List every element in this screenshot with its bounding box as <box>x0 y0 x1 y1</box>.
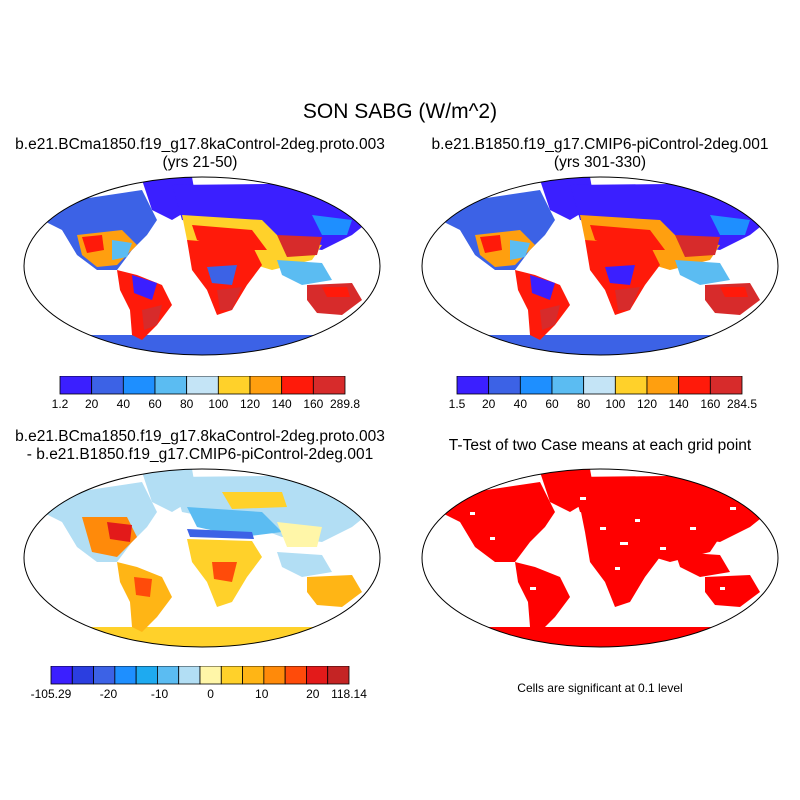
colorbar-swatch <box>456 376 490 395</box>
map-ttest-nonsignificant-cells <box>470 497 736 590</box>
colorbar-swatch <box>709 376 743 395</box>
colorbar-difference: -105.29 -20 -10 0 10 20 118.14 <box>31 666 367 701</box>
colorbar-swatch <box>242 666 265 685</box>
colorbar-tick-label: -10 <box>151 687 169 701</box>
colorbar-tick-label: 20 <box>306 687 320 701</box>
colorbar-swatch <box>178 666 201 685</box>
colorbar-tick-label: 100 <box>208 397 228 411</box>
colorbar-tick-label: 289.8 <box>330 397 360 411</box>
colorbar-tick-label: 140 <box>272 397 292 411</box>
map-case1 <box>23 176 381 356</box>
colorbar-tick-label: 1.5 <box>449 397 466 411</box>
colorbar-tick-label: 160 <box>303 397 323 411</box>
colorbar-swatch <box>50 666 73 685</box>
colorbar-swatch <box>614 376 648 395</box>
panel-title-difference: b.e21.BCma1850.f19_g17.8kaControl-2deg.p… <box>0 428 400 464</box>
colorbar-tick-label: 40 <box>117 397 131 411</box>
colorbar-swatch <box>135 666 158 685</box>
colorbar-swatch <box>186 376 219 395</box>
colorbar-swatch <box>281 376 314 395</box>
colorbar-swatch <box>646 376 680 395</box>
colorbar-swatch <box>157 666 180 685</box>
colorbar-tick-label: 40 <box>514 397 528 411</box>
colorbar-swatch <box>91 376 124 395</box>
colorbar-tick-label: 20 <box>85 397 99 411</box>
colorbar-swatch <box>327 666 350 685</box>
colorbar-case1: 1.2 20 40 60 80 100 120 140 160 289.8 <box>52 376 360 411</box>
colorbar-tick-label: 160 <box>700 397 720 411</box>
colorbar-swatch <box>217 376 251 395</box>
colorbar-tick-label: 120 <box>637 397 657 411</box>
colorbar-tick-label: 60 <box>148 397 162 411</box>
colorbar-swatch <box>93 666 116 685</box>
colorbar-swatch <box>312 376 346 395</box>
map-case1-border <box>23 176 381 356</box>
colorbar-tick-label: 118.14 <box>331 687 367 701</box>
colorbar-tick-label: 1.2 <box>52 397 69 411</box>
colorbar-tick-label: 0 <box>207 687 214 701</box>
colorbar-tick-label: 100 <box>605 397 625 411</box>
colorbar-swatch <box>122 376 156 395</box>
colorbar-swatch <box>488 376 521 395</box>
map-difference <box>23 468 381 648</box>
colorbar-swatch <box>249 376 283 395</box>
colorbar-swatch <box>154 376 188 395</box>
map-ttest <box>421 468 779 648</box>
colorbar-tick-label: 60 <box>545 397 559 411</box>
main-title: SON SABG (W/m^2) <box>302 100 498 123</box>
colorbar-tick-label: 284.5 <box>727 397 757 411</box>
panel-title-ttest: T-Test of two Case means at each grid po… <box>400 437 800 455</box>
colorbar-swatch <box>59 376 93 395</box>
colorbar-swatch <box>284 666 307 685</box>
colorbar-swatch <box>114 666 137 685</box>
colorbar-tick-label: 80 <box>577 397 591 411</box>
colorbar-swatch <box>199 666 222 685</box>
colorbar-tick-label: 20 <box>482 397 496 411</box>
colorbar-swatch <box>551 376 585 395</box>
colorbar-tick-label: -105.29 <box>31 687 72 701</box>
colorbar-tick-label: -20 <box>100 687 118 701</box>
panel-title-case1: b.e21.BCma1850.f19_g17.8kaControl-2deg.p… <box>0 136 400 172</box>
panel-title-case2-line2: (yrs 301-330) <box>553 154 647 171</box>
colorbar-case2: 1.5 20 40 60 80 100 120 140 160 284.5 <box>449 376 757 411</box>
colorbar-tick-label: 120 <box>240 397 260 411</box>
map-case2 <box>421 176 779 356</box>
colorbar-swatch <box>583 376 616 395</box>
map-difference-border <box>23 468 381 648</box>
colorbar-swatch <box>678 376 711 395</box>
colorbar-swatch <box>306 666 329 685</box>
panel-title-case2-line1: b.e21.B1850.f19_g17.CMIP6-piControl-2deg… <box>431 136 769 153</box>
colorbar-swatch <box>220 666 243 685</box>
colorbar-swatch <box>263 666 286 685</box>
colorbar-tick-label: 140 <box>669 397 689 411</box>
colorbar-tick-label: 80 <box>180 397 194 411</box>
map-case2-border <box>421 176 779 356</box>
colorbar-swatch <box>519 376 553 395</box>
panel-title-ttest-line1: T-Test of two Case means at each grid po… <box>448 437 752 454</box>
panel-title-difference-line1: b.e21.BCma1850.f19_g17.8kaControl-2deg.p… <box>15 428 385 445</box>
significance-note: Cells are significant at 0.1 level <box>517 681 683 695</box>
panel-title-case1-line2: (yrs 21-50) <box>162 154 238 171</box>
panel-title-case1-line1: b.e21.BCma1850.f19_g17.8kaControl-2deg.p… <box>15 136 385 153</box>
colorbar-swatch <box>71 666 94 685</box>
panel-title-difference-line2: - b.e21.B1850.f19_g17.CMIP6-piControl-2d… <box>26 446 374 463</box>
colorbar-tick-label: 10 <box>255 687 269 701</box>
panel-title-case2: b.e21.B1850.f19_g17.CMIP6-piControl-2deg… <box>400 136 800 172</box>
map-ttest-border <box>421 468 779 648</box>
map-case1-land <box>24 177 380 355</box>
